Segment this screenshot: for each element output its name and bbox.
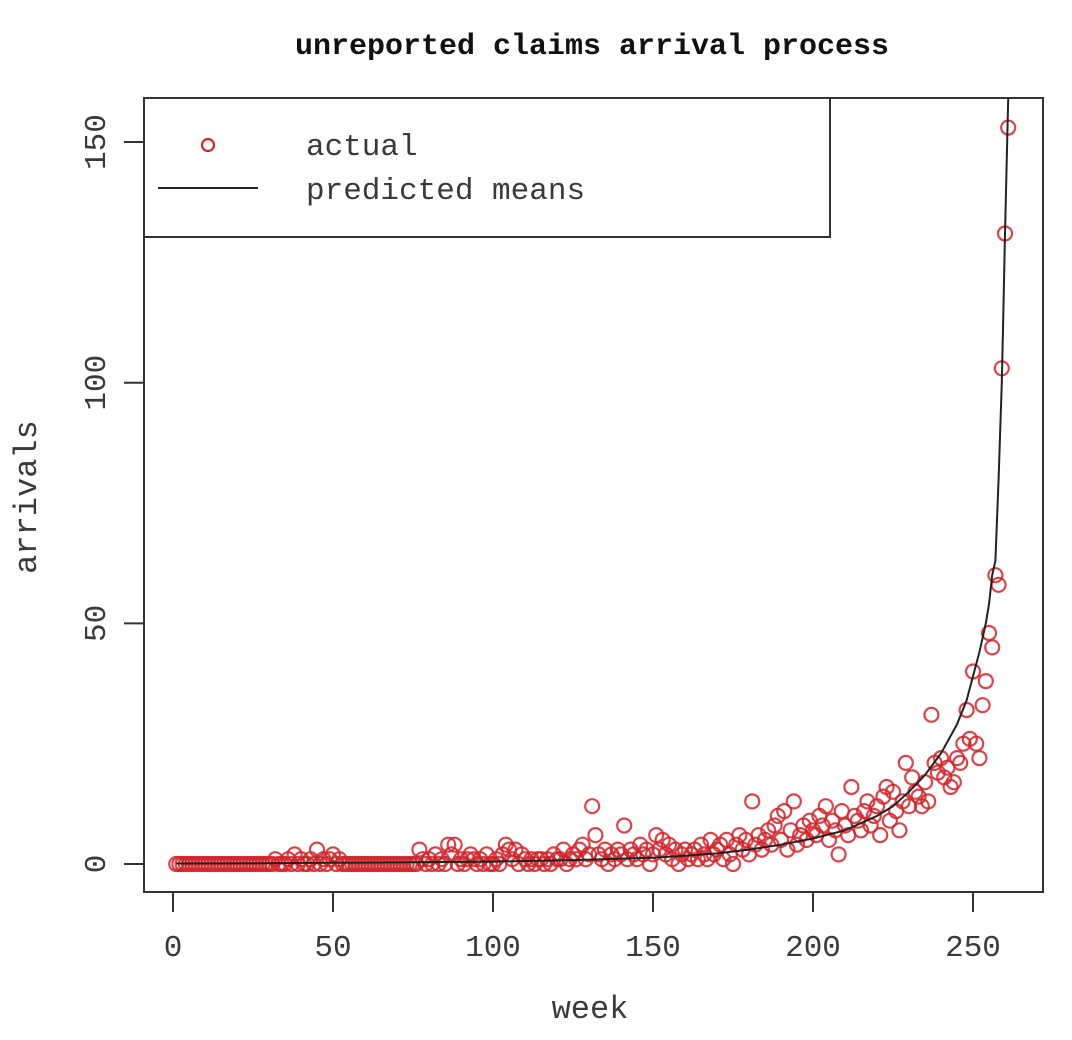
data-point [920,793,937,810]
data-point [744,793,761,810]
data-point [724,855,742,873]
data-point [952,754,969,772]
data-point [884,783,902,800]
data-point [977,672,994,690]
data-point [875,788,892,805]
data-point [891,822,908,839]
data-point [900,798,918,815]
data-point [584,798,601,815]
x-axis-label: week [552,991,629,1028]
chart-title: unreported claims arrival process [295,30,889,64]
data-point [872,826,889,844]
data-point [776,802,793,820]
data-point [446,836,463,853]
data-point [785,793,802,810]
x-tick-label: 150 [625,931,681,966]
x-axis: 0 50 100 150 200 250 [164,892,1001,966]
y-tick-label: 150 [80,114,115,170]
legend: actual predicted means [143,97,831,238]
data-point [948,749,966,767]
data-point [440,836,457,853]
data-point [974,697,991,714]
legend-label-predicted: predicted means [306,174,585,209]
x-tick-label: 100 [465,931,521,966]
data-point [865,807,882,825]
data-point [616,817,633,834]
data-point [424,855,441,873]
y-axis-label: arrivals [9,420,46,574]
data-point [945,774,962,791]
x-tick-label: 250 [945,931,1001,966]
data-point [587,826,604,844]
data-point [830,846,847,863]
y-tick-label: 0 [80,855,115,874]
data-point [411,841,428,858]
x-tick-label: 0 [164,931,183,966]
data-point [817,798,834,815]
data-point [990,576,1007,593]
data-point [916,774,934,791]
legend-circle-icon [200,137,216,153]
data-point [923,706,940,723]
data-point [971,749,988,767]
data-point [910,788,927,805]
data-point [766,817,783,834]
x-tick-label: 200 [785,931,841,966]
x-tick-label: 50 [314,931,351,966]
legend-label-actual: actual [306,130,418,165]
data-point [692,836,710,853]
data-point [788,836,806,853]
y-tick-label: 100 [80,355,115,411]
legend-box [143,97,831,238]
data-point [984,639,1001,656]
data-point [897,754,914,772]
data-point [859,793,876,810]
data-point [987,567,1004,584]
y-axis: 0 50 100 150 [80,114,144,873]
data-point [843,778,860,796]
y-tick-label: 50 [80,605,115,642]
predicted-means-line [176,98,1010,865]
